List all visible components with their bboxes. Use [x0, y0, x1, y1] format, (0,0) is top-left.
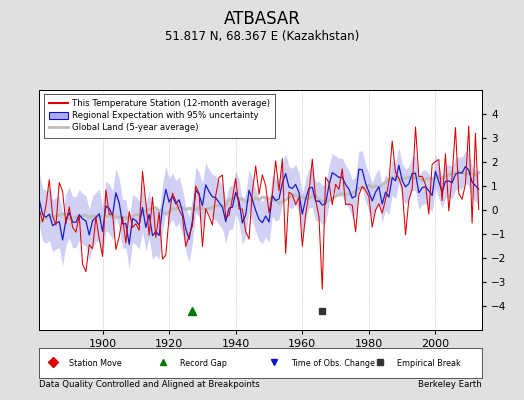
Text: Berkeley Earth: Berkeley Earth — [418, 380, 482, 389]
Text: ATBASAR: ATBASAR — [224, 10, 300, 28]
Text: Record Gap: Record Gap — [180, 358, 227, 368]
Legend: This Temperature Station (12-month average), Regional Expectation with 95% uncer: This Temperature Station (12-month avera… — [43, 94, 275, 138]
Text: 51.817 N, 68.367 E (Kazakhstan): 51.817 N, 68.367 E (Kazakhstan) — [165, 30, 359, 43]
Text: Data Quality Controlled and Aligned at Breakpoints: Data Quality Controlled and Aligned at B… — [39, 380, 260, 389]
Text: Station Move: Station Move — [69, 358, 122, 368]
Text: Time of Obs. Change: Time of Obs. Change — [291, 358, 375, 368]
Text: Empirical Break: Empirical Break — [397, 358, 461, 368]
